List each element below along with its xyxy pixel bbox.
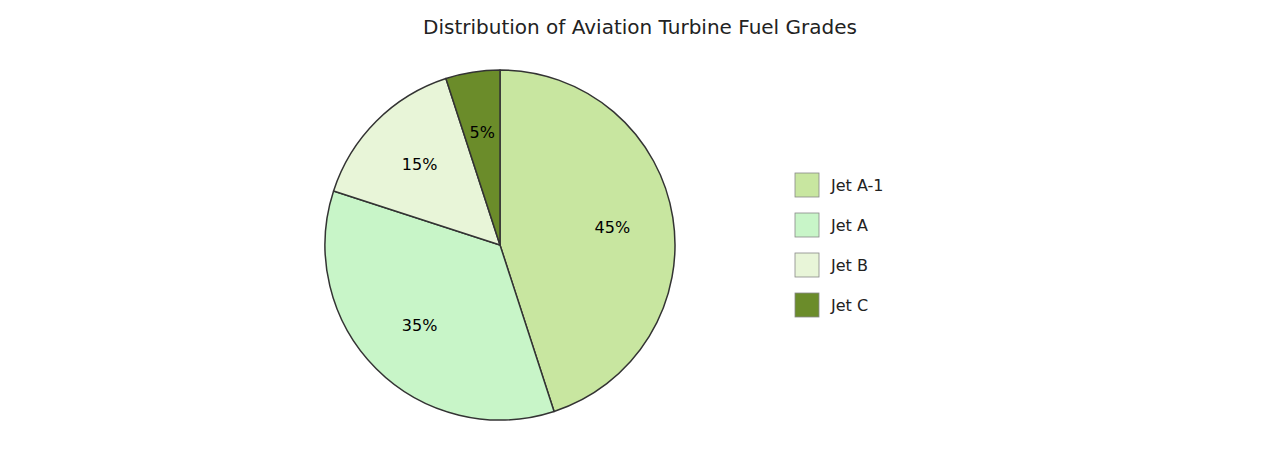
legend-swatch — [795, 293, 819, 317]
slice-labels: 45% 35% 15% 5% — [402, 123, 630, 335]
pie-slice — [446, 70, 500, 245]
chart-container: Distribution of Aviation Turbine Fuel Gr… — [0, 0, 1280, 450]
legend-label: Jet C — [830, 296, 868, 315]
data-label: 15% — [402, 155, 438, 174]
title: Distribution of Aviation Turbine Fuel Gr… — [423, 15, 857, 39]
legend-swatch — [795, 253, 819, 277]
data-label: 35% — [402, 316, 438, 335]
slices — [325, 70, 675, 420]
chart: Distribution of Aviation Turbine Fuel Gr… — [0, 0, 1280, 450]
legend: Jet A-1 Jet A Jet B Jet C — [795, 173, 883, 317]
legend-swatch — [795, 213, 819, 237]
legend-label: Jet A — [830, 216, 868, 235]
legend-label: Jet A-1 — [830, 176, 883, 195]
data-label: 5% — [470, 123, 495, 142]
legend-swatch — [795, 173, 819, 197]
data-label: 45% — [595, 218, 631, 237]
legend-label: Jet B — [830, 256, 868, 275]
